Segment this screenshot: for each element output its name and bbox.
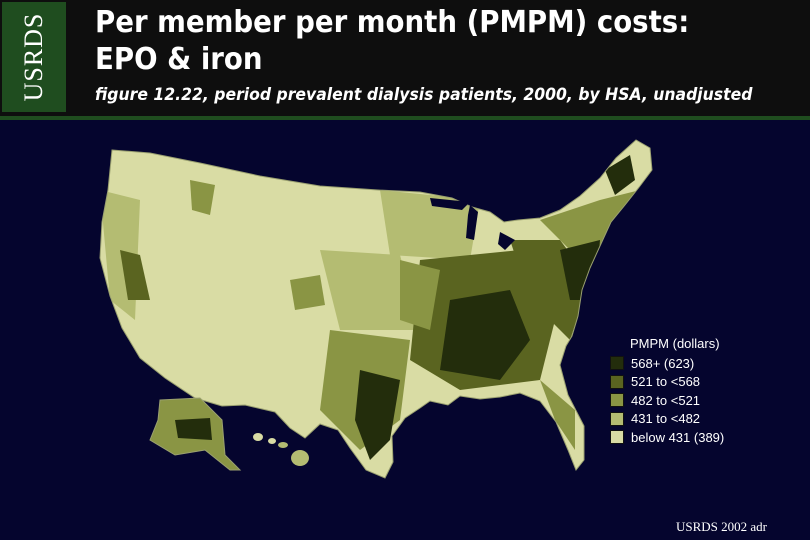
legend-item: 482 to <521: [610, 391, 724, 410]
hawaii: [253, 433, 309, 466]
lake-michigan: [466, 205, 478, 240]
logo-text: USRDS: [19, 12, 48, 102]
legend-label: 521 to <568: [631, 374, 701, 390]
legend-swatch: [610, 393, 624, 408]
legend-label: 482 to <521: [631, 392, 701, 408]
legend-item: 568+ (623): [610, 354, 724, 373]
legend-swatch: [610, 356, 624, 371]
legend-swatch: [610, 430, 624, 445]
slide-title: Per member per month (PMPM) costs: EPO &…: [95, 5, 690, 77]
header-bar: USRDS Per member per month (PMPM) costs:…: [0, 0, 810, 118]
legend-label: below 431 (389): [631, 429, 725, 445]
legend-title: PMPM (dollars): [630, 336, 720, 351]
legend-label: 568+ (623): [631, 355, 695, 371]
legend-items: 568+ (623) 521 to <568 482 to <521 431 to <…: [610, 354, 724, 447]
alaska-dark-region: [175, 418, 212, 440]
header-rule: [0, 116, 810, 120]
mainland-outline: [99, 139, 653, 479]
lake-superior: [430, 198, 470, 210]
usrds-logo: USRDS: [2, 2, 69, 112]
legend-item: 521 to <568: [610, 373, 724, 392]
legend-swatch: [610, 411, 624, 426]
footer-credit: USRDS 2002 adr: [676, 519, 768, 534]
legend-item: below 431 (389): [610, 428, 724, 447]
legend-item: 431 to <482: [610, 410, 724, 429]
legend-swatch: [610, 374, 624, 389]
us-hsa-map: [99, 139, 653, 479]
legend-label: 431 to <482: [631, 411, 701, 427]
map-legend: PMPM (dollars) 568+ (623) 521 to <568 482 …: [610, 336, 724, 447]
mainland-map: [100, 140, 652, 478]
slide-subtitle: figure 12.22, period prevalent dialysis …: [95, 85, 753, 105]
lake-huron: [498, 232, 515, 250]
